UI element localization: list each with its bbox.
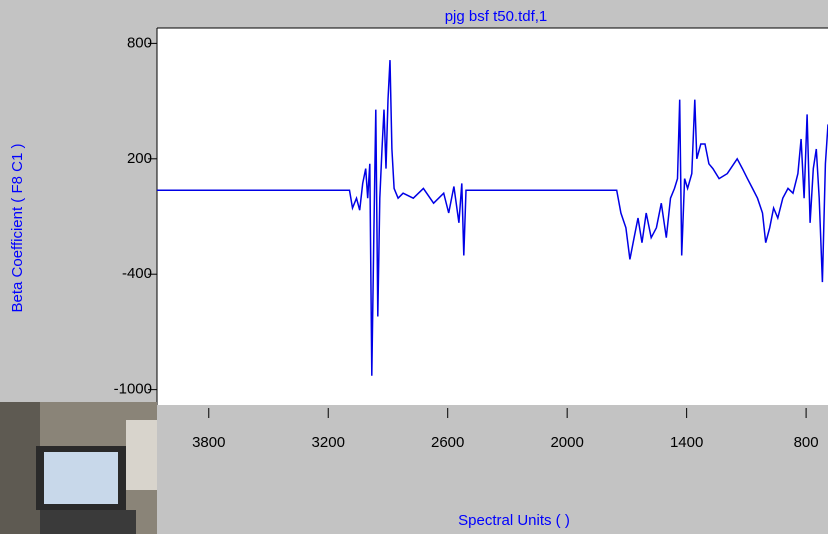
y-axis-label: Beta Coefficient ( F8 C1 ) (9, 144, 26, 313)
photo-inset (0, 402, 157, 534)
plot-area (157, 28, 828, 405)
chart-title: pjg bsf t50.tdf,1 (445, 8, 548, 25)
laptop-base (40, 510, 136, 534)
photo-wall (126, 420, 157, 490)
x-tick-label: 3200 (312, 434, 345, 451)
marks: 800 200 -400 -1000 3800 3200 2600 2000 1400 800 (114, 34, 828, 451)
data-line (157, 60, 828, 376)
y-tick-label: 800 (127, 34, 152, 51)
laptop-screen (44, 452, 118, 504)
y-tick-label: -400 (122, 265, 152, 282)
x-tick-label: 800 (794, 434, 819, 451)
x-tick-label: 2000 (550, 434, 583, 451)
x-axis-label: Spectral Units ( ) (458, 512, 570, 529)
y-tick-label: -1000 (114, 381, 152, 398)
x-tick-label: 1400 (670, 434, 703, 451)
photo-shadow (0, 402, 40, 534)
x-tick-label: 3800 (192, 434, 225, 451)
x-tick-label: 2600 (431, 434, 464, 451)
y-tick-label: 200 (127, 150, 152, 167)
